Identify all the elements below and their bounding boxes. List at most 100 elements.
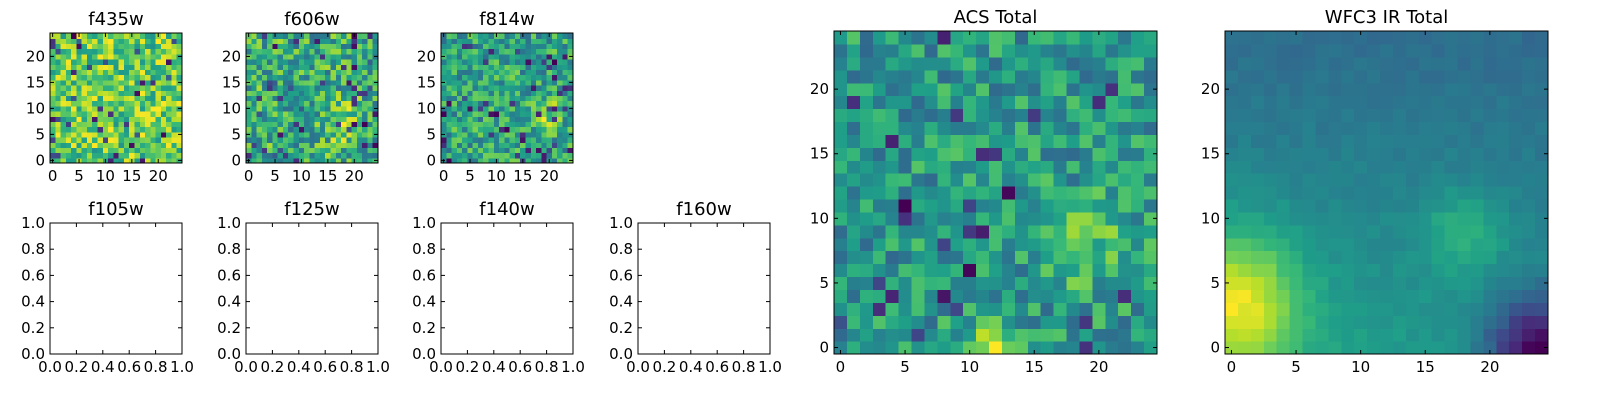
heatmap-cell xyxy=(950,56,964,71)
heatmap-cell xyxy=(1392,121,1407,135)
heatmap-cell xyxy=(351,147,358,154)
heatmap-cell xyxy=(171,121,178,128)
heatmap-cell xyxy=(1250,95,1265,110)
heatmap-cell xyxy=(267,111,273,117)
heatmap-cell xyxy=(898,211,913,226)
heatmap-cell xyxy=(924,263,938,278)
heatmap-cell xyxy=(97,147,104,154)
heatmap-cell xyxy=(341,43,347,50)
heatmap-cell xyxy=(55,131,62,138)
heatmap-cell xyxy=(81,152,88,159)
heatmap-cell xyxy=(1237,211,1252,226)
heatmap-cell xyxy=(1250,160,1265,174)
heatmap-cell xyxy=(150,43,157,50)
heatmap-cell xyxy=(1431,198,1446,213)
heatmap-cell xyxy=(1522,147,1536,161)
heatmap-cell xyxy=(514,90,521,96)
heatmap-cell xyxy=(1535,302,1549,316)
heatmap-cell xyxy=(1144,121,1158,135)
heatmap-cell xyxy=(1053,147,1068,161)
heatmap-cell xyxy=(483,152,490,159)
heatmap-cell xyxy=(557,85,564,91)
heatmap-cell xyxy=(1302,315,1317,329)
heatmap-cell xyxy=(963,237,977,252)
heatmap-cell xyxy=(145,152,151,159)
heatmap-cell xyxy=(1001,211,1016,226)
heatmap-cell xyxy=(293,121,300,128)
heatmap-cell xyxy=(55,126,62,133)
heatmap-cell xyxy=(113,59,120,65)
heatmap-cell xyxy=(1001,134,1016,148)
heatmap-cell xyxy=(536,147,542,154)
heatmap-cell xyxy=(1001,160,1016,174)
heatmap-cell xyxy=(113,95,120,102)
heatmap-cell xyxy=(171,116,178,122)
heatmap-cell xyxy=(1027,173,1042,187)
heatmap-cell xyxy=(1250,250,1265,265)
heatmap-cell xyxy=(145,131,151,138)
heatmap-cell xyxy=(446,85,453,91)
heatmap-cell xyxy=(1302,108,1317,123)
heatmap-cell xyxy=(477,111,484,117)
x-tick-label: 0.4 xyxy=(287,358,311,376)
heatmap-cell xyxy=(1341,211,1355,226)
heatmap-cell xyxy=(541,90,548,96)
heatmap-cell xyxy=(97,131,104,138)
heatmap-cell xyxy=(1118,341,1132,355)
heatmap-cell xyxy=(139,33,146,39)
heatmap-cell xyxy=(1392,341,1407,355)
heatmap-cell xyxy=(150,74,157,81)
heatmap-cell xyxy=(267,38,273,44)
heatmap-cell xyxy=(92,48,99,55)
heatmap-cell xyxy=(541,105,548,112)
y-tick-label: 0.8 xyxy=(21,240,45,258)
heatmap-cell xyxy=(499,111,505,117)
heatmap-cell xyxy=(1250,224,1265,239)
heatmap-cell xyxy=(562,121,569,128)
heatmap-cell xyxy=(1250,289,1265,303)
y-tick-label: 20 xyxy=(1201,80,1220,98)
heatmap-cell xyxy=(1079,95,1093,110)
heatmap-cell xyxy=(129,152,136,159)
heatmap-cell xyxy=(451,85,458,91)
heatmap-cell xyxy=(1131,69,1145,84)
heatmap-cell xyxy=(304,74,310,81)
heatmap-cell xyxy=(166,43,173,50)
heatmap-cell xyxy=(483,79,490,86)
heatmap-cell xyxy=(557,152,564,159)
heatmap-cell xyxy=(1014,328,1029,342)
heatmap-cell xyxy=(557,90,564,96)
heatmap-cell xyxy=(288,38,295,44)
heatmap-cell xyxy=(1079,173,1093,187)
heatmap-cell xyxy=(1405,302,1420,316)
heatmap-cell xyxy=(314,59,321,65)
heatmap-cell xyxy=(325,116,332,122)
heatmap-cell xyxy=(356,131,363,138)
heatmap-cell xyxy=(155,100,162,107)
heatmap-cell xyxy=(976,95,990,110)
heatmap-cell xyxy=(1509,263,1523,278)
heatmap-cell xyxy=(272,142,279,148)
heatmap-cell xyxy=(483,126,490,133)
heatmap-cell xyxy=(1225,315,1239,329)
heatmap-cell xyxy=(885,56,900,71)
heatmap-cell xyxy=(272,100,279,107)
heatmap-cell xyxy=(1535,289,1549,303)
heatmap-cell xyxy=(1014,289,1029,303)
heatmap-cell xyxy=(309,95,316,102)
heatmap-cell xyxy=(1496,211,1510,226)
heatmap-cell xyxy=(1027,108,1042,123)
heatmap-cell xyxy=(1457,147,1472,161)
heatmap-cell xyxy=(314,95,321,102)
heatmap-cell xyxy=(488,100,495,107)
heatmap-cell xyxy=(859,108,874,123)
heatmap-cell xyxy=(139,147,146,154)
y-tick-label: 0.2 xyxy=(609,319,633,337)
heatmap-cell xyxy=(293,59,300,65)
heatmap-cell xyxy=(1405,328,1420,342)
heatmap-cell xyxy=(504,85,511,91)
heatmap-cell xyxy=(1040,186,1055,200)
heatmap-cell xyxy=(1118,82,1132,97)
heatmap-cell xyxy=(467,69,474,76)
